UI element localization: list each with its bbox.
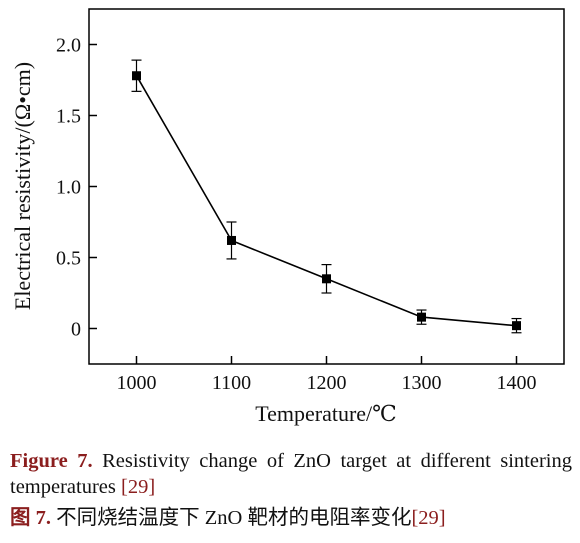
figure-label-en: Figure 7. [10, 450, 93, 472]
data-markers [132, 71, 521, 331]
data-point [132, 71, 141, 81]
figure-caption-zh: 图 7. 不同烧结温度下 ZnO 靶材的电阻率变化[29] [10, 505, 572, 531]
y-tick-label: 1.0 [56, 177, 81, 199]
x-tick-label: 1400 [497, 372, 537, 394]
figure-caption-en: Figure 7. Resistivity change of ZnO targ… [10, 448, 572, 500]
x-tick-label: 1000 [117, 372, 157, 394]
plot-frame [88, 8, 565, 365]
y-tick-label: 1.5 [56, 106, 81, 128]
caption-text-en: Resistivity change of ZnO target at diff… [10, 450, 572, 498]
data-point [227, 235, 236, 245]
y-tick-label: 2.0 [56, 35, 81, 57]
x-axis-title: Temperature/℃ [255, 401, 397, 426]
y-axis-ticks: 0 0.5 1.0 1.5 2.0 [56, 35, 97, 341]
y-tick-label: 0 [71, 319, 81, 341]
error-bars [131, 59, 522, 334]
data-point [322, 274, 331, 284]
caption-text-zh: 不同烧结温度下 ZnO 靶材的电阻率变化 [56, 507, 412, 529]
x-tick-label: 1200 [307, 372, 347, 394]
caption-ref-en[interactable]: [29] [121, 476, 156, 498]
resistivity-chart: 0 0.5 1.0 1.5 2.0 1000 1100 1200 1300 1400 Tempe… [10, 8, 565, 426]
y-tick-label: 0.5 [56, 248, 81, 270]
caption-ref-zh[interactable]: [29] [411, 507, 446, 529]
data-point [512, 321, 521, 331]
x-tick-label: 1300 [402, 372, 442, 394]
x-axis-ticks: 1000 1100 1200 1300 1400 [117, 356, 537, 394]
y-axis-title: Electrical resistivity/(Ω•cm) [10, 62, 35, 310]
x-tick-label: 1100 [212, 372, 251, 394]
figure-label-zh: 图 7. [10, 507, 51, 529]
data-point [417, 312, 426, 322]
